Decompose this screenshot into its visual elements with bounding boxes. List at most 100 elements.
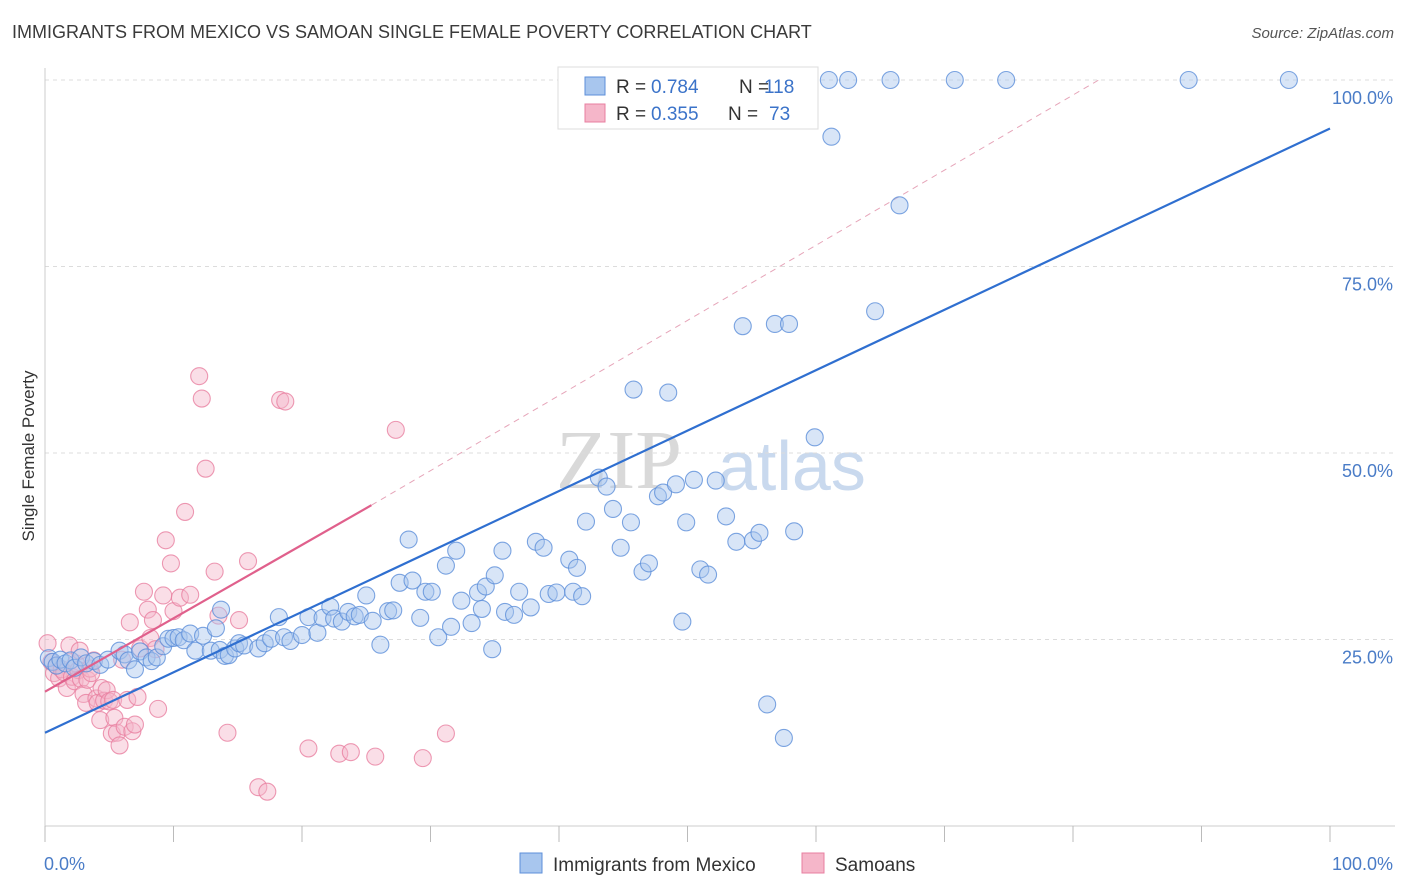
- data-point: [576, 512, 596, 531]
- data-point: [292, 625, 312, 645]
- data-point: [206, 619, 225, 638]
- data-point: [403, 571, 422, 590]
- data-point: [567, 558, 587, 577]
- data-point: [727, 532, 746, 551]
- data-point: [411, 608, 430, 627]
- legend-swatch-mexico: [584, 76, 606, 96]
- data-point: [654, 483, 673, 502]
- y-tick-label: 25.0%: [1342, 648, 1393, 668]
- data-point: [218, 723, 237, 742]
- data-point: [510, 582, 529, 601]
- data-point: [743, 531, 763, 550]
- data-point: [750, 523, 769, 542]
- data-point: [805, 428, 824, 447]
- data-point: [706, 471, 725, 490]
- data-point: [91, 711, 110, 730]
- data-point: [483, 640, 502, 659]
- data-point: [447, 541, 466, 560]
- axes: [44, 68, 1395, 842]
- series-samoans: [38, 367, 455, 801]
- data-point: [945, 70, 964, 90]
- series-mexico: [39, 70, 1298, 748]
- watermark: ZIP atlas: [556, 414, 866, 507]
- watermark-atlas: atlas: [718, 427, 866, 505]
- data-point: [539, 584, 558, 604]
- data-point: [774, 728, 793, 748]
- data-point: [161, 554, 180, 573]
- legend-swatch-samoans: [584, 103, 606, 123]
- data-point: [413, 749, 432, 768]
- data-point: [399, 530, 418, 549]
- data-point: [422, 582, 441, 601]
- data-point: [238, 552, 258, 571]
- data-point: [181, 585, 200, 604]
- diagonal-dashed-line: [371, 79, 1099, 506]
- tick-labels: 25.0% 50.0% 75.0% 100.0% 0.0% 100.0%: [44, 88, 1393, 874]
- data-point: [379, 602, 398, 621]
- data-point: [521, 598, 540, 617]
- data-point: [169, 628, 188, 647]
- data-point: [1279, 70, 1298, 90]
- bottom-legend-samoans: Samoans: [835, 855, 915, 876]
- data-point: [416, 582, 435, 601]
- legend-r-mexico: 0.784: [651, 77, 699, 98]
- data-point: [190, 367, 209, 386]
- data-point: [281, 631, 300, 651]
- data-point: [341, 743, 360, 762]
- data-point: [666, 475, 685, 494]
- data-point: [186, 641, 205, 660]
- legend-n-samoans: 73: [769, 104, 790, 125]
- data-point: [156, 531, 175, 550]
- data-point: [211, 600, 231, 619]
- x-tick-label-max: 100.0%: [1332, 854, 1393, 874]
- data-point: [462, 614, 481, 633]
- data-point: [472, 599, 491, 618]
- data-point: [779, 314, 799, 333]
- diagonal-reference: [371, 79, 1099, 506]
- data-point: [357, 586, 376, 605]
- data-point: [105, 708, 124, 727]
- data-point: [366, 747, 385, 766]
- data-point: [997, 70, 1016, 90]
- data-point: [573, 587, 592, 606]
- data-point: [785, 522, 804, 541]
- data-point: [258, 782, 277, 801]
- data-point: [547, 583, 566, 602]
- data-point: [881, 70, 900, 90]
- data-point: [196, 459, 215, 478]
- data-point: [429, 628, 448, 647]
- bottom-legend-swatch-samoans: [801, 852, 825, 874]
- data-point: [890, 196, 909, 215]
- data-point: [143, 611, 162, 630]
- legend-box: R = 0.784 N = 118 R = 0.355 N = 73: [557, 66, 819, 130]
- y-tick-label: 50.0%: [1342, 461, 1393, 481]
- data-point: [125, 660, 144, 679]
- trend-lines: [44, 127, 1331, 734]
- data-point: [276, 392, 295, 411]
- data-point: [363, 611, 382, 630]
- data-point: [134, 582, 153, 601]
- legend-n-label: N =: [739, 77, 769, 98]
- data-point: [120, 613, 139, 632]
- data-point: [384, 601, 403, 620]
- chart-title: IMMIGRANTS FROM MEXICO VS SAMOAN SINGLE …: [12, 22, 812, 42]
- data-point: [733, 317, 752, 336]
- data-point: [639, 554, 659, 573]
- data-point: [436, 556, 455, 575]
- data-point: [765, 314, 784, 333]
- data-point: [659, 383, 678, 402]
- chart-source: Source: ZipAtlas.com: [1251, 25, 1394, 42]
- data-point: [597, 477, 616, 496]
- data-point: [97, 681, 116, 700]
- data-point: [60, 636, 79, 655]
- data-point: [534, 538, 553, 557]
- data-point: [249, 778, 268, 797]
- data-point: [822, 127, 841, 146]
- data-point: [176, 502, 195, 521]
- data-point: [504, 605, 524, 624]
- data-point: [330, 744, 349, 763]
- data-point: [624, 380, 643, 399]
- data-point: [442, 617, 461, 636]
- data-point: [56, 654, 75, 673]
